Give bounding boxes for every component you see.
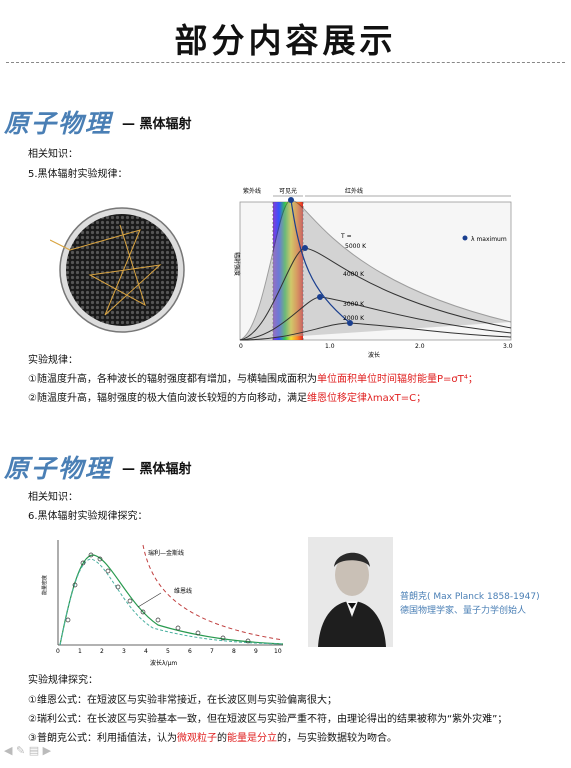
prev-slide-icon[interactable]: ◀ — [4, 744, 13, 757]
peak-5000k — [288, 197, 294, 203]
experimental-curve — [59, 554, 284, 646]
explore-label: 实验规律探究： — [28, 675, 98, 686]
data-points — [65, 552, 251, 644]
section-subtitle-2: — 黑体辐射 — [122, 461, 192, 477]
temp-2000k: 2000 K — [343, 315, 365, 322]
x-tick-3: 3.0 — [503, 343, 513, 350]
svg-text:2: 2 — [100, 648, 104, 655]
item-3-suffix: 的，与实验数据较为吻合。 — [276, 733, 397, 744]
caption-description: 德国物理学家、量子力学创始人 — [400, 606, 527, 616]
rule-1-highlight: 单位面积单位时间辐射能量 — [316, 374, 437, 385]
curve-3000k — [239, 296, 512, 341]
rule-2-text: ②随温度升高，辐射强度的极大值向波长较短的方向移动，满足 — [28, 393, 307, 404]
rule-1-text: ①随温度升高，各种波长的辐射强度都有增加，与横轴围成面积为 — [28, 374, 317, 385]
curve-4000k — [239, 247, 512, 341]
radiation-law-chart: 瑞利—金斯线 维恩线 能量密度 0 1 2 3 4 5 6 7 8 9 10 波… — [41, 540, 284, 667]
spectrum-chart: λ maximum 紫外线 可见光 红外线 T = 5000 K 4000 K … — [233, 187, 513, 359]
section-header-2: 原子物理 — 黑体辐射 — [4, 450, 192, 484]
region-uv: 紫外线 — [243, 187, 261, 195]
y-axis-label-2: 能量密度 — [41, 575, 48, 595]
svg-text:8: 8 — [232, 648, 236, 655]
item-3-text: ③普朗克公式：利用插值法，认为 — [28, 733, 177, 744]
svg-text:5: 5 — [166, 648, 170, 655]
item-3-mid: 的 — [216, 733, 227, 744]
temp-5000k: 5000 K — [345, 243, 367, 250]
x-axis-label: 波长 — [368, 351, 380, 359]
x-tick-2: 2.0 — [415, 343, 425, 350]
region-visible: 可见光 — [279, 187, 297, 195]
temp-header: T = — [340, 233, 352, 240]
menu-icon[interactable]: ▤ — [28, 744, 40, 757]
law-heading: 5.黑体辐射实验规律： — [28, 169, 128, 180]
legend-label: λ maximum — [471, 236, 507, 243]
rule-2-highlight: 维恩位移定律 — [306, 393, 367, 404]
wien-peak-line — [290, 199, 351, 324]
wien-label: 维恩线 — [174, 587, 192, 595]
temp-4000k: 4000 K — [343, 271, 365, 278]
brand-title: 原子物理 — [4, 109, 113, 138]
x-ticks: 0 1 2 3 4 5 6 7 8 9 10 — [56, 648, 282, 655]
slide-controls[interactable]: ◀ ✎ ▤ ▶ — [4, 744, 51, 757]
peak-2000k — [347, 320, 353, 326]
rule-2-formula: λmaxT=C； — [366, 393, 427, 404]
item-3-highlight-2: 能量是分立 — [226, 733, 277, 744]
page-title: 部分内容展示 — [174, 21, 397, 60]
next-slide-icon[interactable]: ▶ — [42, 744, 52, 757]
svg-text:1: 1 — [78, 648, 82, 655]
knowledge-label-2: 相关知识： — [28, 492, 78, 503]
section-subtitle: — 黑体辐射 — [122, 116, 192, 132]
x-tick-0: 0 — [239, 343, 243, 350]
pen-icon[interactable]: ✎ — [15, 744, 26, 757]
brand-title-2: 原子物理 — [4, 454, 113, 483]
svg-text:10: 10 — [274, 648, 282, 655]
explore-item-1: ①维恩公式：在短波区与实验非常接近，在长波区则与实验偏离很大； — [28, 695, 337, 706]
section-header: 原子物理 — 黑体辐射 — [4, 105, 192, 139]
title-divider — [6, 62, 565, 63]
item-3-highlight-1: 微观粒子 — [176, 733, 217, 744]
svg-text:0: 0 — [56, 648, 60, 655]
svg-text:9: 9 — [254, 648, 258, 655]
planck-portrait — [308, 537, 393, 647]
legend-marker — [462, 235, 468, 241]
law-heading-2: 6.黑体辐射实验规律探究： — [28, 511, 148, 522]
svg-text:3: 3 — [122, 648, 126, 655]
caption-name: 普朗克( Max Planck 1858-1947) — [400, 592, 540, 602]
svg-text:6: 6 — [188, 648, 192, 655]
rules-label: 实验规律： — [28, 355, 78, 366]
explore-item-3: ③普朗克公式：利用插值法，认为微观粒子的能量是分立的，与实验数据较为吻合。 — [28, 732, 397, 746]
rule-2: ②随温度升高，辐射强度的极大值向波长较短的方向移动，满足维恩位移定律λmaxT=… — [28, 392, 426, 406]
explore-item-2: ②瑞利公式：在长波区与实验基本一致，但在短波区与实验严重不符，由理论得出的结果被… — [28, 714, 508, 725]
blackbody-cavity-figure — [50, 207, 185, 333]
knowledge-label: 相关知识： — [28, 149, 78, 160]
temp-3000k: 3000 K — [343, 301, 365, 308]
region-ir: 红外线 — [345, 187, 363, 195]
rule-1: ①随温度升高，各种波长的辐射强度都有增加，与横轴围成面积为单位面积单位时间辐射能… — [28, 373, 478, 387]
peak-3000k — [317, 294, 323, 300]
y-axis-label: 辐射强度 — [233, 252, 241, 276]
x-axis-label-2: 波长λ/μm — [150, 659, 177, 667]
rayleigh-label: 瑞利—金斯线 — [148, 549, 184, 557]
portrait-caption: 普朗克( Max Planck 1858-1947) 德国物理学家、量子力学创始… — [400, 590, 540, 618]
wien-curve — [59, 558, 284, 646]
svg-text:4: 4 — [144, 648, 148, 655]
x-tick-1: 1.0 — [325, 343, 335, 350]
svg-text:7: 7 — [210, 648, 214, 655]
rule-1-formula: P=σT⁴； — [436, 374, 478, 385]
peak-4000k — [302, 245, 308, 251]
rayleigh-jeans-curve — [142, 544, 284, 641]
